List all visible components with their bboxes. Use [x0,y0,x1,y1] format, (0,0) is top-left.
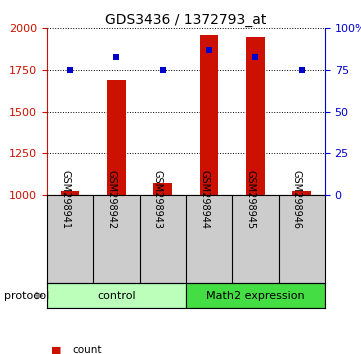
Bar [153,183,172,195]
Bar [292,192,311,195]
Bar [47,283,186,308]
Text: control: control [97,291,136,301]
Bar [246,37,265,195]
Text: ■: ■ [51,346,61,354]
Title: GDS3436 / 1372793_at: GDS3436 / 1372793_at [105,13,267,27]
Text: Math2 expression: Math2 expression [206,291,305,301]
Text: protocol: protocol [4,291,49,301]
Text: GSM298944: GSM298944 [199,170,209,229]
Text: GSM298945: GSM298945 [245,170,256,229]
Bar [186,283,325,308]
Bar [200,35,218,195]
Bar [61,192,79,195]
Text: GSM298941: GSM298941 [60,170,70,229]
Text: GSM298946: GSM298946 [292,170,302,229]
Text: count: count [72,346,102,354]
Bar [107,80,126,195]
Text: GSM298943: GSM298943 [153,170,163,229]
Text: GSM298942: GSM298942 [106,170,116,229]
